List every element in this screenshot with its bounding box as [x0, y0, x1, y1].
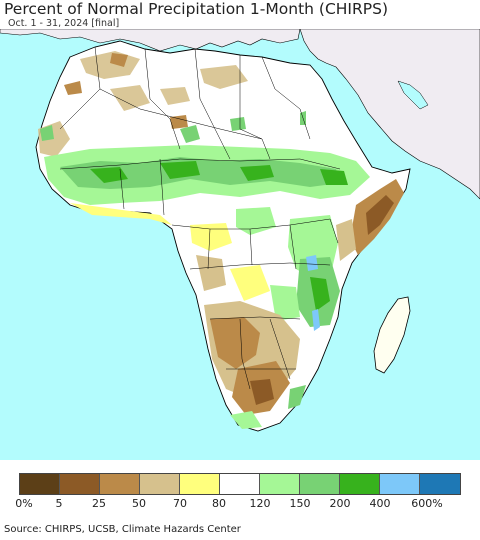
- middle-east-land: [299, 29, 480, 200]
- guinea-coast-dry: [70, 203, 172, 225]
- legend-swatch: [220, 474, 260, 494]
- legend-color-bar: [19, 473, 461, 495]
- legend-swatch: [260, 474, 300, 494]
- legend-tick-label: 150: [289, 497, 311, 510]
- legend-tick-label: 5: [55, 497, 63, 510]
- legend-swatch: [60, 474, 100, 494]
- legend-swatch: [100, 474, 140, 494]
- legend-tick-label: 200: [329, 497, 351, 510]
- legend-tick-label: 50: [132, 497, 146, 510]
- legend-tick-label: 70: [173, 497, 187, 510]
- precipitation-map: [0, 29, 480, 460]
- map-title: Percent of Normal Precipitation 1-Month …: [4, 0, 388, 18]
- map-subtitle: Oct. 1 - 31, 2024 [final]: [8, 18, 120, 29]
- madagascar-land: [373, 296, 411, 374]
- legend-tick-label: 120: [249, 497, 271, 510]
- legend-tick-label: 80: [212, 497, 226, 510]
- wet-sahel-band: [44, 145, 370, 205]
- southern-africa-dry: [204, 301, 306, 429]
- legend-tick-label: 25: [92, 497, 106, 510]
- europe-land: [0, 29, 301, 52]
- legend-swatch: [340, 474, 380, 494]
- legend-tick-label: 400: [369, 497, 391, 510]
- horn-dry-region: [336, 179, 404, 261]
- dry-sahara-brown: [64, 53, 188, 129]
- legend-swatch: [380, 474, 420, 494]
- arabian-gulf: [397, 80, 429, 110]
- legend-swatch: [180, 474, 220, 494]
- legend-tick-label: 600%: [411, 497, 443, 510]
- legend-swatch: [300, 474, 340, 494]
- country-borders: [59, 46, 341, 390]
- central-africa-mixed: [190, 207, 300, 321]
- wet-sahara-spots: [40, 111, 306, 143]
- east-africa-wet: [288, 215, 340, 331]
- source-credit: Source: CHIRPS, UCSB, Climate Hazards Ce…: [4, 524, 241, 535]
- legend-swatch: [20, 474, 60, 494]
- legend-swatch: [140, 474, 180, 494]
- legend-swatch: [420, 474, 460, 494]
- legend-tick-label: 0%: [15, 497, 33, 510]
